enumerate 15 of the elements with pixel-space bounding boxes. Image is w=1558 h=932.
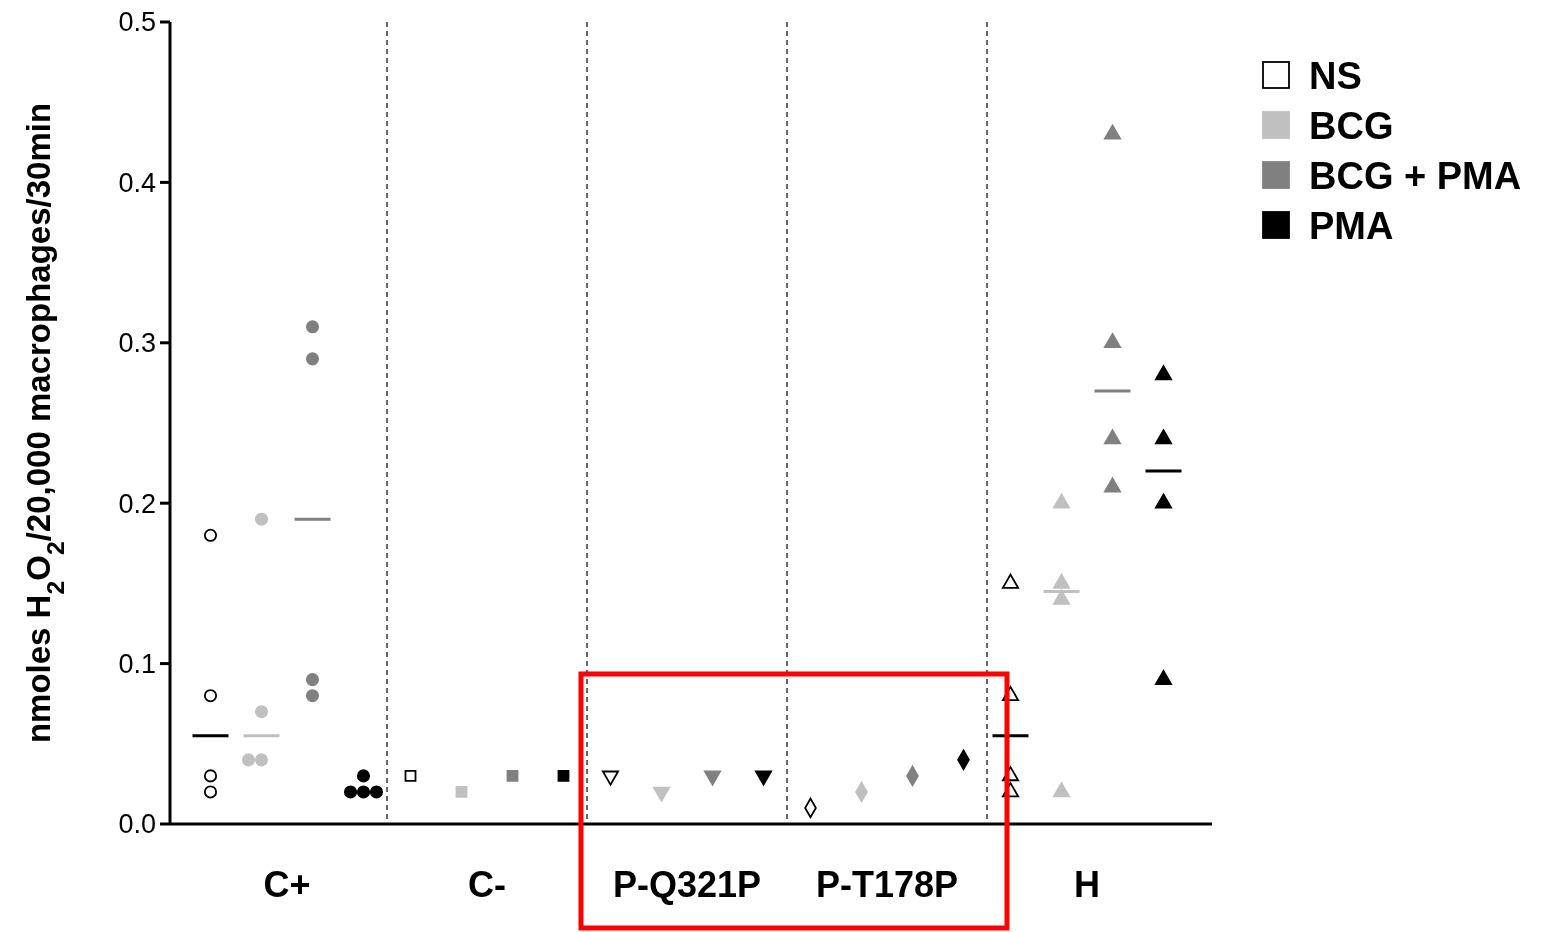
y-tick-label: 0.5: [118, 7, 156, 38]
legend-label: NS: [1309, 54, 1362, 97]
y-tick-label: 0.2: [118, 488, 156, 519]
legend-label: BCG: [1309, 104, 1394, 147]
x-tick-label: C+: [263, 864, 311, 905]
legend-label: BCG + PMA: [1309, 154, 1522, 197]
x-tick-label: P-Q321P: [612, 864, 762, 905]
y-tick-label: 0.3: [118, 328, 156, 359]
y-tick-label: 0.0: [118, 809, 156, 840]
y-tick-label: 0.4: [118, 167, 156, 198]
x-tick-label: H: [1074, 864, 1100, 905]
x-tick-label: C-: [468, 864, 506, 905]
x-tick-label: P-T178P: [815, 864, 959, 905]
legend-label: PMA: [1309, 204, 1394, 247]
y-tick-label: 0.1: [118, 649, 156, 680]
